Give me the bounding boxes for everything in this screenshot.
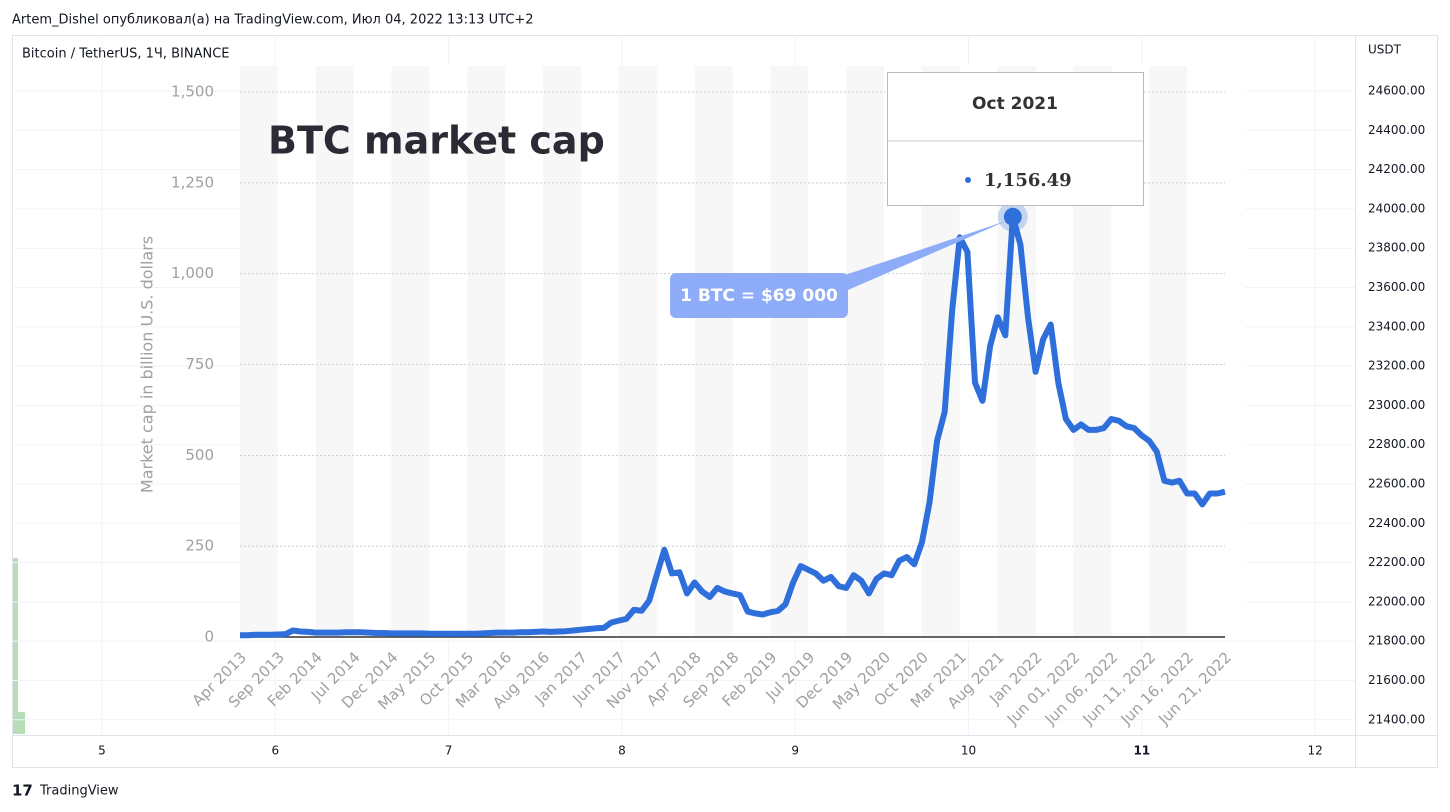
price-tick-label: 22600.00: [1368, 477, 1425, 491]
price-tick-label: 21400.00: [1368, 712, 1425, 726]
price-tick-label: 21600.00: [1368, 673, 1425, 687]
band: [391, 66, 430, 637]
annotation: 1 BTC = $69 000: [680, 286, 838, 306]
y-tick-label: 500: [185, 446, 214, 464]
y-tick-label: 1,250: [171, 173, 214, 191]
time-tick-label: 10: [961, 744, 976, 758]
annotation-pointer: [830, 220, 1007, 290]
y-tick-label: 750: [185, 355, 214, 373]
price-tick-label: 24400.00: [1368, 123, 1425, 137]
point: [1003, 207, 1022, 226]
time-tick-label: 12: [1307, 744, 1322, 758]
price-tick-label: 24200.00: [1368, 162, 1425, 176]
band: [315, 66, 354, 637]
time-tick-label: 7: [445, 744, 453, 758]
price-tick-label: 24600.00: [1368, 84, 1425, 98]
band: [1149, 66, 1188, 637]
band: [770, 66, 809, 637]
tooltip-value: 1,156.49: [984, 170, 1072, 191]
time-tick-label: 8: [618, 744, 626, 758]
y-axis-label: Market cap in billion U.S. dollars: [138, 236, 157, 493]
y-tick-label: 1,000: [171, 264, 214, 282]
chart-title: BTC market cap: [268, 119, 605, 163]
pane-border: [12, 35, 1438, 768]
price-tick-label: 23600.00: [1368, 280, 1425, 294]
band: [240, 66, 278, 637]
price-tick-label: 23400.00: [1368, 319, 1425, 333]
price-tick-label: 22000.00: [1368, 594, 1425, 608]
volume-bar: [18, 712, 25, 734]
price-tick-label: 23200.00: [1368, 359, 1425, 373]
y-tick-label: 0: [204, 628, 214, 646]
band: [694, 66, 733, 637]
time-tick-label: 11: [1133, 744, 1150, 758]
y-tick-label: 250: [185, 537, 214, 555]
logo: TradingView: [39, 784, 119, 799]
time-tick-label: 5: [98, 744, 106, 758]
symbol: Bitcoin / TetherUS, 1Ч, BINANCE: [22, 47, 230, 62]
time-tick-label: 6: [271, 744, 279, 758]
band: [467, 66, 506, 637]
price-tick-label: 23800.00: [1368, 241, 1425, 255]
tooltip-title: Oct 2021: [972, 94, 1058, 114]
price-tick-label: 22200.00: [1368, 555, 1425, 569]
price-tick-label: 22800.00: [1368, 437, 1425, 451]
line: [240, 213, 1226, 639]
band: [543, 66, 581, 637]
time-tick-label: 9: [791, 744, 799, 758]
tooltip-dot: [965, 177, 971, 183]
price-axis-label: USDT: [1368, 43, 1402, 57]
price-tick-label: 23000.00: [1368, 398, 1425, 412]
tooltip: [887, 72, 1144, 206]
header: Artem_Dishel опубликовал(а) на TradingVi…: [12, 13, 534, 28]
price-tick-label: 22400.00: [1368, 516, 1425, 530]
band: [618, 66, 657, 637]
y-tick-label: 1,500: [171, 83, 214, 101]
band: [846, 66, 885, 637]
volume-bar: [13, 558, 18, 734]
price-tick-label: 21800.00: [1368, 634, 1425, 648]
annotation-box: [670, 273, 848, 318]
logo-mark: 17: [12, 782, 33, 800]
price-tick-label: 24000.00: [1368, 201, 1425, 215]
